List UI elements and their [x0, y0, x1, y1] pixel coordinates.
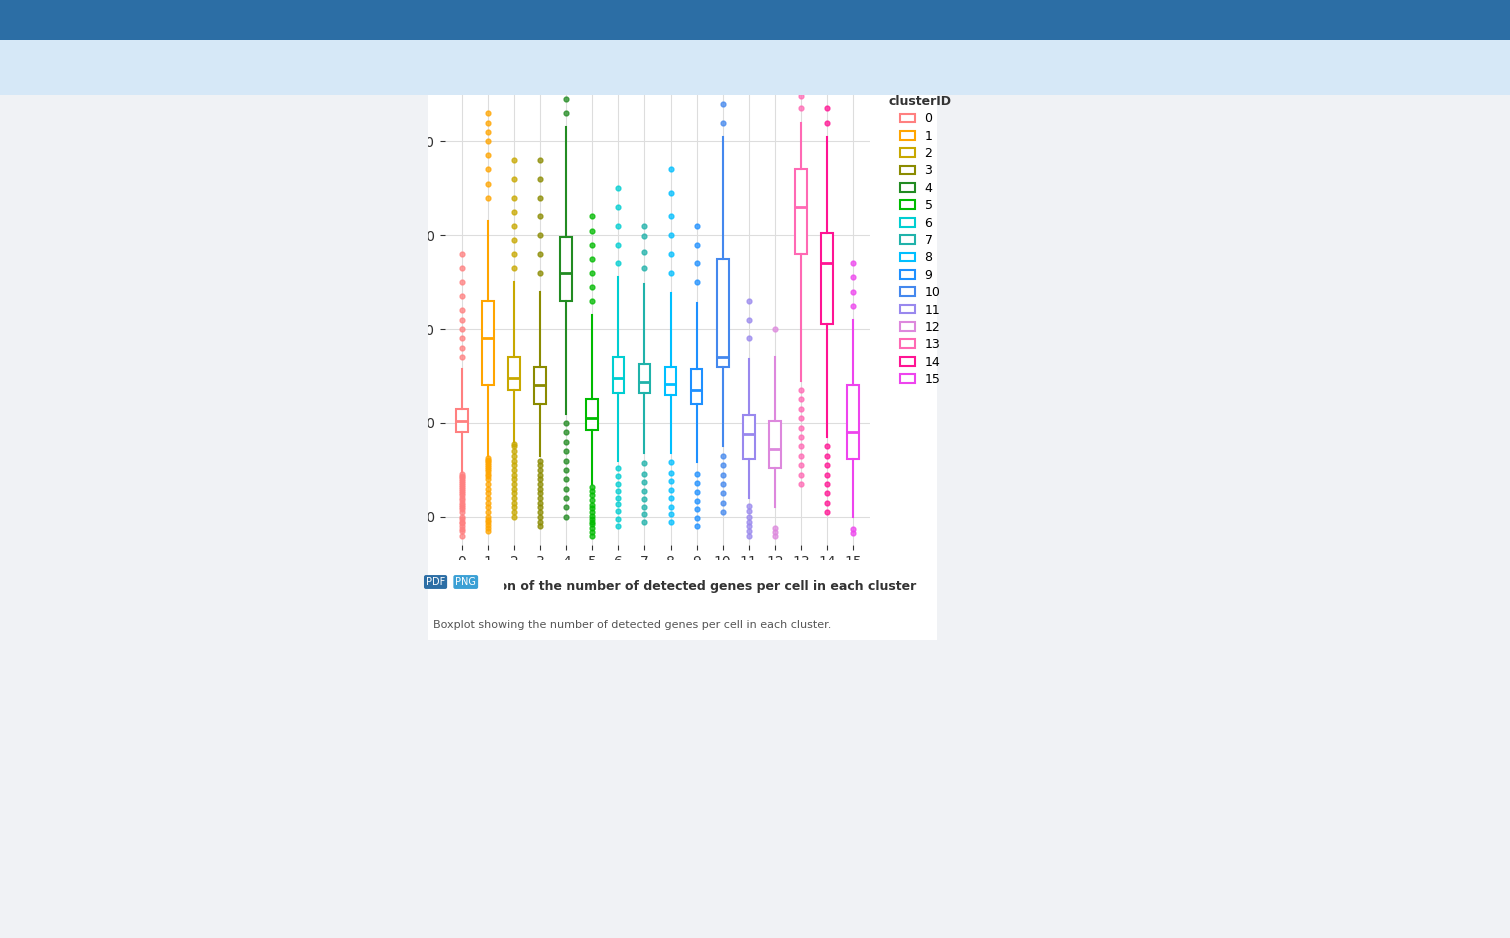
Text: Boxplot showing the number of detected genes per cell in each cluster.: Boxplot showing the number of detected g…: [433, 620, 832, 630]
PathPatch shape: [796, 170, 806, 254]
PathPatch shape: [560, 237, 572, 301]
PathPatch shape: [639, 364, 651, 393]
PathPatch shape: [664, 367, 676, 395]
PathPatch shape: [586, 400, 598, 431]
Y-axis label: Number of genes per cell: Number of genes per cell: [378, 218, 391, 412]
PathPatch shape: [535, 367, 547, 404]
Text: Distribution of the number of detected genes per cell in each cluster: Distribution of the number of detected g…: [433, 580, 917, 593]
Legend: 0, 1, 2, 3, 4, 5, 6, 7, 8, 9, 10, 11, 12, 13, 14, 15: 0, 1, 2, 3, 4, 5, 6, 7, 8, 9, 10, 11, 12…: [885, 91, 956, 390]
X-axis label: Cluster ID: Cluster ID: [619, 577, 695, 592]
PathPatch shape: [847, 386, 859, 459]
PathPatch shape: [613, 357, 624, 393]
PathPatch shape: [690, 369, 702, 404]
PathPatch shape: [509, 357, 519, 390]
PathPatch shape: [717, 259, 728, 367]
PathPatch shape: [743, 416, 755, 459]
PathPatch shape: [456, 409, 468, 432]
PathPatch shape: [769, 421, 781, 468]
PathPatch shape: [482, 301, 494, 386]
Text: PDF: PDF: [426, 577, 445, 587]
Text: PNG: PNG: [456, 577, 476, 587]
PathPatch shape: [821, 234, 834, 325]
